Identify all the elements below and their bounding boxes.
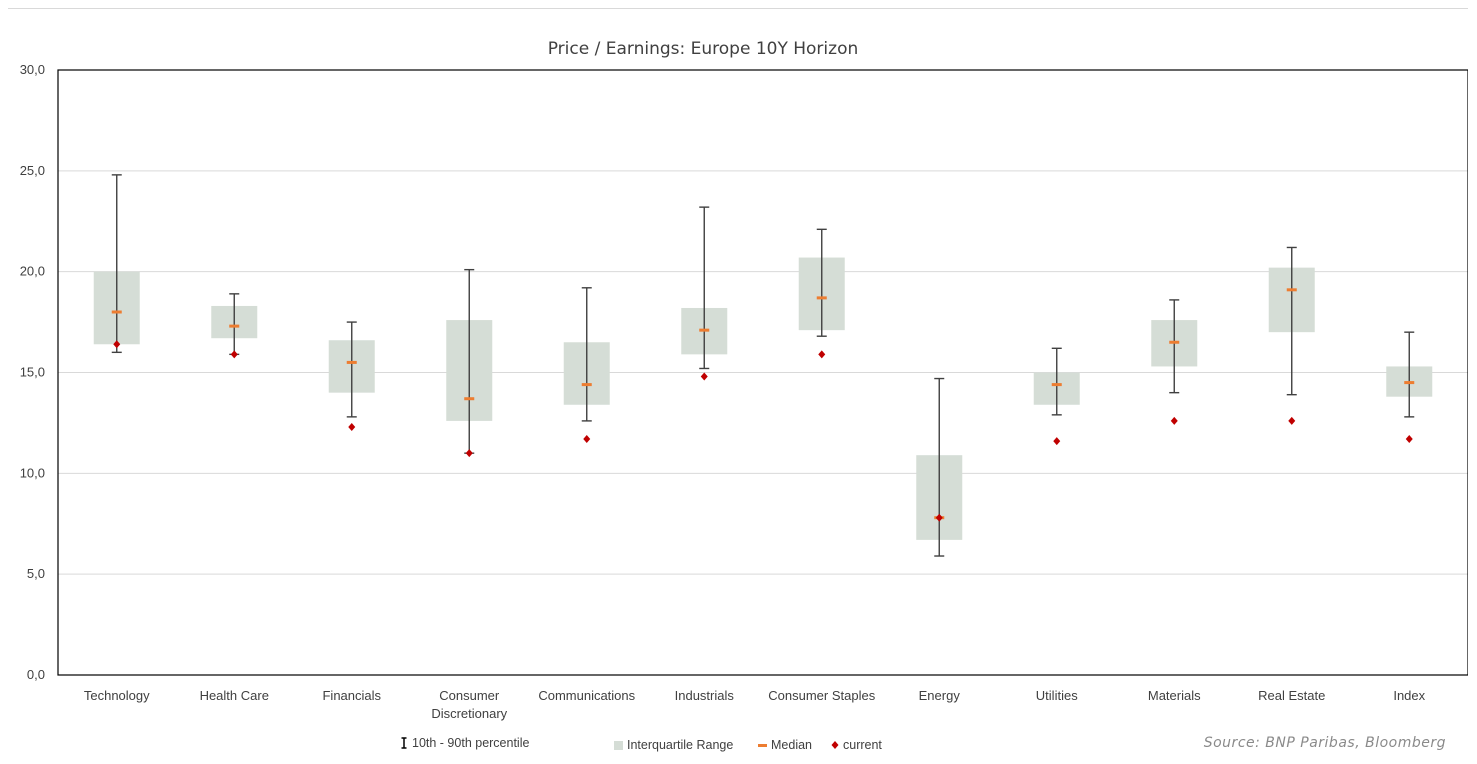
chart-frame: Price / Earnings: Europe 10Y Horizon 0,0… bbox=[8, 8, 1468, 759]
x-tick-label: Financials bbox=[322, 688, 381, 703]
x-tick-label: Real Estate bbox=[1258, 688, 1325, 703]
y-tick-label: 25,0 bbox=[20, 163, 45, 178]
current-marker bbox=[818, 350, 826, 359]
legend: 10th - 90th percentile Interquartile Ran… bbox=[401, 736, 882, 752]
median-marker bbox=[1286, 288, 1297, 292]
chart-marks bbox=[93, 174, 1433, 557]
current-marker bbox=[583, 435, 591, 444]
x-axis-ticks: Technology Health Care Financials Consumer D… bbox=[84, 688, 1426, 721]
chart-svg: Price / Earnings: Europe 10Y Horizon 0,0… bbox=[20, 39, 1468, 752]
x-tick-label: Energy bbox=[919, 688, 961, 703]
x-tick-label: Consumer bbox=[439, 688, 500, 703]
x-tick-label: Health Care bbox=[200, 688, 269, 703]
current-marker bbox=[348, 422, 356, 431]
y-tick-label: 15,0 bbox=[20, 365, 45, 380]
y-tick-label: 0,0 bbox=[27, 667, 45, 682]
x-tick-label: Discretionary bbox=[431, 706, 507, 721]
median-marker bbox=[1404, 381, 1415, 385]
x-tick-label: Index bbox=[1393, 688, 1425, 703]
x-tick-label: Materials bbox=[1148, 688, 1201, 703]
gridlines bbox=[58, 170, 1468, 575]
plot-area-border bbox=[57, 69, 1468, 676]
current-marker bbox=[1170, 416, 1178, 425]
legend-median-swatch bbox=[758, 744, 767, 747]
y-tick-label: 20,0 bbox=[20, 264, 45, 279]
median-marker bbox=[464, 397, 475, 401]
current-marker bbox=[700, 372, 708, 381]
current-marker bbox=[1053, 437, 1061, 446]
current-marker bbox=[230, 350, 238, 359]
x-tick-label: Utilities bbox=[1036, 688, 1078, 703]
median-marker bbox=[111, 310, 122, 314]
median-marker bbox=[581, 383, 592, 387]
median-marker bbox=[1169, 340, 1180, 344]
legend-whisker-icon bbox=[401, 737, 407, 749]
legend-label-iqr: Interquartile Range bbox=[627, 738, 733, 752]
legend-label-percentile: 10th - 90th percentile bbox=[412, 736, 529, 750]
y-tick-label: 30,0 bbox=[20, 62, 45, 77]
y-tick-label: 5,0 bbox=[27, 566, 45, 581]
median-marker bbox=[229, 324, 240, 328]
x-tick-label: Industrials bbox=[675, 688, 735, 703]
median-marker bbox=[1051, 383, 1062, 387]
source-note: Source: BNP Paribas, Bloomberg bbox=[1204, 735, 1446, 751]
legend-label-current: current bbox=[843, 738, 882, 752]
current-marker bbox=[935, 513, 943, 522]
legend-current-swatch bbox=[831, 741, 839, 749]
legend-label-median: Median bbox=[771, 738, 812, 752]
x-tick-label: Technology bbox=[84, 688, 150, 703]
current-marker bbox=[113, 340, 121, 349]
current-marker bbox=[1288, 416, 1296, 425]
y-tick-label: 10,0 bbox=[20, 465, 45, 480]
y-axis-ticks: 0,0 5,0 10,0 15,0 20,0 25,0 30,0 bbox=[20, 62, 45, 682]
median-marker bbox=[816, 296, 827, 300]
current-marker bbox=[465, 449, 473, 458]
median-marker bbox=[699, 328, 710, 332]
median-marker bbox=[346, 360, 357, 364]
x-tick-label: Communications bbox=[538, 688, 635, 703]
legend-iqr-swatch bbox=[614, 741, 623, 750]
chart-title: Price / Earnings: Europe 10Y Horizon bbox=[548, 39, 859, 59]
x-tick-label: Consumer Staples bbox=[768, 688, 875, 703]
current-marker bbox=[1405, 435, 1413, 444]
